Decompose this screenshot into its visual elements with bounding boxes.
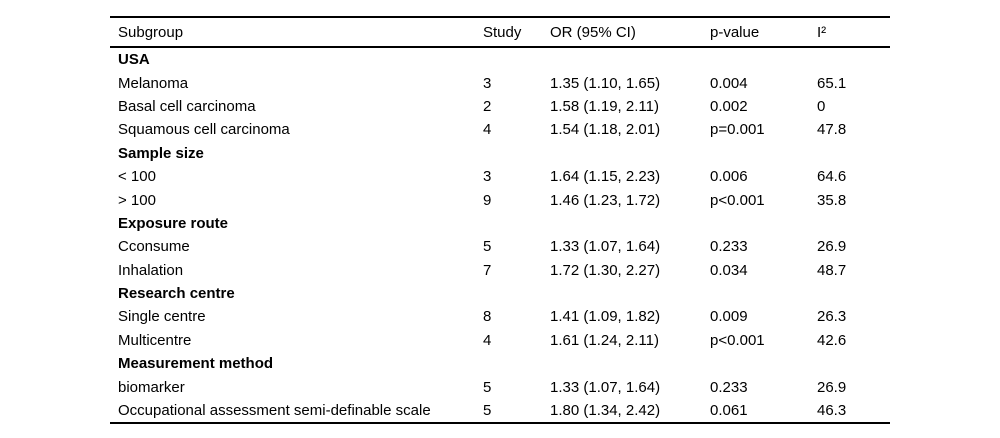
cell-i-squared: 42.6 [817, 331, 847, 349]
section-header-row: Research centre [110, 282, 890, 305]
cell-subgroup: Occupational assessment semi-definable s… [118, 402, 431, 420]
table-row: < 100 3 1.64 (1.15, 2.23) 0.006 64.6 [110, 165, 890, 188]
table-header: Subgroup Study OR (95% CI) p-value I² [110, 17, 890, 48]
section-header-label: Exposure route [118, 214, 229, 232]
cell-subgroup: Cconsume [118, 238, 190, 256]
cell-i-squared: 64.6 [817, 168, 847, 186]
cell-study: 7 [483, 261, 492, 279]
cell-or-ci: 1.35 (1.10, 1.65) [550, 74, 661, 92]
cell-study: 4 [483, 331, 492, 349]
cell-study: 2 [483, 97, 492, 115]
cell-subgroup: Single centre [118, 308, 206, 326]
cell-p-value: 0.006 [710, 168, 748, 186]
cell-p-value: p=0.001 [710, 121, 765, 139]
cell-i-squared: 0 [817, 97, 826, 115]
cell-p-value: 0.002 [710, 97, 748, 115]
cell-p-value: 0.034 [710, 261, 748, 279]
table-row: Melanoma 3 1.35 (1.10, 1.65) 0.004 65.1 [110, 71, 890, 94]
cell-or-ci: 1.64 (1.15, 2.23) [550, 168, 661, 186]
cell-or-ci: 1.41 (1.09, 1.82) [550, 308, 661, 326]
cell-subgroup: Squamous cell carcinoma [118, 121, 290, 139]
cell-subgroup: > 100 [118, 191, 156, 209]
cell-p-value: 0.009 [710, 308, 748, 326]
table-row: biomarker 5 1.33 (1.07, 1.64) 0.233 26.9 [110, 375, 890, 398]
cell-p-value: 0.233 [710, 238, 748, 256]
table-row: > 100 9 1.46 (1.23, 1.72) p<0.001 35.8 [110, 188, 890, 211]
table-row: Inhalation 7 1.72 (1.30, 2.27) 0.034 48.7 [110, 259, 890, 282]
cell-subgroup: Inhalation [118, 261, 184, 279]
cell-i-squared: 47.8 [817, 121, 847, 139]
cell-or-ci: 1.80 (1.34, 2.42) [550, 402, 661, 420]
cell-p-value: 0.233 [710, 378, 748, 396]
cell-subgroup: Basal cell carcinoma [118, 97, 256, 115]
cell-i-squared: 26.9 [817, 238, 847, 256]
header-row: Subgroup Study OR (95% CI) p-value I² [110, 17, 890, 48]
cell-i-squared: 65.1 [817, 74, 847, 92]
cell-i-squared: 26.3 [817, 308, 847, 326]
cell-subgroup: < 100 [118, 168, 156, 186]
section-header-label: USA [118, 51, 150, 69]
table-row: Multicentre 4 1.61 (1.24, 2.11) p<0.001 42.6 [110, 329, 890, 352]
section-header-row: Exposure route [110, 212, 890, 235]
cell-or-ci: 1.33 (1.07, 1.64) [550, 238, 661, 256]
cell-study: 5 [483, 238, 492, 256]
section-header-row: USA [110, 47, 890, 71]
cell-or-ci: 1.61 (1.24, 2.11) [550, 331, 659, 349]
cell-subgroup: Multicentre [118, 331, 192, 349]
cell-i-squared: 26.9 [817, 378, 847, 396]
col-header-i-squared: I² [817, 17, 890, 48]
cell-or-ci: 1.72 (1.30, 2.27) [550, 261, 661, 279]
cell-study: 9 [483, 191, 492, 209]
cell-study: 3 [483, 168, 492, 186]
cell-study: 3 [483, 74, 492, 92]
cell-or-ci: 1.58 (1.19, 2.11) [550, 97, 659, 115]
section-header-label: Research centre [118, 285, 235, 303]
cell-p-value: p<0.001 [710, 191, 765, 209]
section-header-label: Sample size [118, 144, 204, 162]
cell-subgroup: Melanoma [118, 74, 189, 92]
table-row: Occupational assessment semi-definable s… [110, 399, 890, 423]
cell-p-value: 0.004 [710, 74, 748, 92]
table-row: Squamous cell carcinoma 4 1.54 (1.18, 2.01… [110, 118, 890, 141]
col-header-study: Study [483, 17, 550, 48]
cell-i-squared: 35.8 [817, 191, 847, 209]
cell-p-value: 0.061 [710, 402, 748, 420]
cell-or-ci: 1.46 (1.23, 1.72) [550, 191, 661, 209]
table-body: USA Melanoma 3 1.35 (1.10, 1.65) 0.004 65.1 Ba… [110, 47, 890, 423]
section-header-row: Sample size [110, 142, 890, 165]
section-header-label: Measurement method [118, 355, 274, 373]
table-row: Cconsume 5 1.33 (1.07, 1.64) 0.233 26.9 [110, 235, 890, 258]
cell-subgroup: biomarker [118, 378, 185, 396]
cell-i-squared: 48.7 [817, 261, 847, 279]
cell-study: 5 [483, 402, 492, 420]
col-header-p-value: p-value [710, 17, 817, 48]
table-row: Basal cell carcinoma 2 1.58 (1.19, 2.11) 0.… [110, 95, 890, 118]
subgroup-analysis-table: Subgroup Study OR (95% CI) p-value I² US… [110, 16, 890, 425]
cell-or-ci: 1.54 (1.18, 2.01) [550, 121, 661, 139]
cell-or-ci: 1.33 (1.07, 1.64) [550, 378, 661, 396]
cell-p-value: p<0.001 [710, 331, 765, 349]
cell-i-squared: 46.3 [817, 402, 847, 420]
table-row: Single centre 8 1.41 (1.09, 1.82) 0.009 26.3 [110, 305, 890, 328]
col-header-subgroup: Subgroup [110, 17, 483, 48]
cell-study: 8 [483, 308, 492, 326]
cell-study: 4 [483, 121, 492, 139]
cell-study: 5 [483, 378, 492, 396]
col-header-or-ci: OR (95% CI) [550, 17, 710, 48]
section-header-row: Measurement method [110, 352, 890, 375]
